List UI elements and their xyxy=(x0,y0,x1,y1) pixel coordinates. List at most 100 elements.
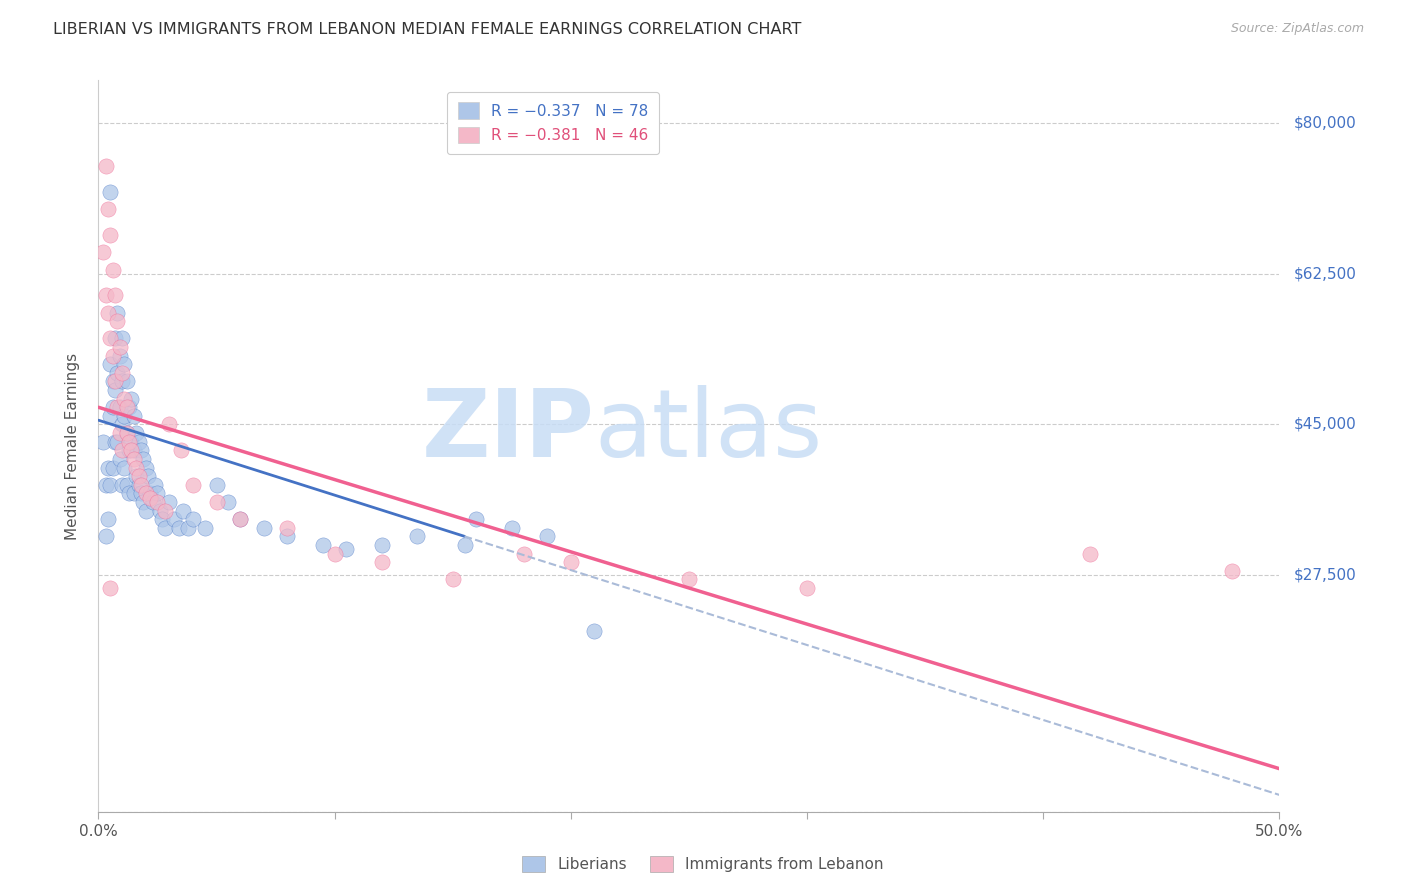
Point xyxy=(167,521,190,535)
Point xyxy=(101,460,124,475)
Point xyxy=(177,521,200,535)
Point xyxy=(253,521,276,535)
Point xyxy=(122,486,145,500)
Point xyxy=(122,409,145,423)
Point xyxy=(121,434,143,449)
Point xyxy=(465,512,488,526)
Point xyxy=(105,305,128,319)
Point xyxy=(135,503,157,517)
Point xyxy=(118,486,141,500)
Point xyxy=(132,451,155,466)
Point xyxy=(217,495,239,509)
Point xyxy=(111,366,134,380)
Point xyxy=(128,477,150,491)
Point xyxy=(122,443,145,458)
Point xyxy=(108,349,131,363)
Point xyxy=(104,375,127,389)
Point xyxy=(276,521,298,535)
Point xyxy=(170,443,193,458)
Point xyxy=(94,529,117,543)
Point xyxy=(91,245,114,260)
Point xyxy=(94,477,117,491)
Point xyxy=(111,417,134,432)
Point xyxy=(205,495,228,509)
Point xyxy=(536,529,558,543)
Point xyxy=(136,469,159,483)
Point xyxy=(560,555,582,569)
Point xyxy=(229,512,252,526)
Point xyxy=(121,392,143,406)
Point xyxy=(512,547,534,561)
Point xyxy=(98,331,121,345)
Point xyxy=(146,495,169,509)
Point xyxy=(181,512,204,526)
Point xyxy=(115,426,138,441)
Point xyxy=(1220,564,1243,578)
Point xyxy=(406,529,429,543)
Point xyxy=(115,401,138,415)
Point xyxy=(104,383,127,397)
Point xyxy=(104,288,127,302)
Point xyxy=(122,451,145,466)
Point xyxy=(135,486,157,500)
Point xyxy=(115,477,138,491)
Point xyxy=(129,477,152,491)
Point xyxy=(146,486,169,500)
Point xyxy=(125,469,148,483)
Legend: R = −0.337   N = 78, R = −0.381   N = 46: R = −0.337 N = 78, R = −0.381 N = 46 xyxy=(447,92,659,154)
Text: ZIP: ZIP xyxy=(422,385,595,477)
Point xyxy=(583,624,606,638)
Point xyxy=(125,460,148,475)
Point xyxy=(101,375,124,389)
Text: $80,000: $80,000 xyxy=(1294,116,1357,131)
Point xyxy=(125,426,148,441)
Point xyxy=(153,521,176,535)
Text: atlas: atlas xyxy=(595,385,823,477)
Point xyxy=(796,581,818,595)
Point xyxy=(129,443,152,458)
Point xyxy=(143,477,166,491)
Text: LIBERIAN VS IMMIGRANTS FROM LEBANON MEDIAN FEMALE EARNINGS CORRELATION CHART: LIBERIAN VS IMMIGRANTS FROM LEBANON MEDI… xyxy=(53,22,801,37)
Point xyxy=(205,477,228,491)
Point xyxy=(97,512,120,526)
Point xyxy=(157,495,180,509)
Point xyxy=(105,314,128,328)
Point xyxy=(105,434,128,449)
Point xyxy=(108,340,131,354)
Point xyxy=(118,443,141,458)
Point xyxy=(112,392,135,406)
Point xyxy=(129,486,152,500)
Point xyxy=(115,426,138,441)
Point xyxy=(108,426,131,441)
Point xyxy=(150,512,173,526)
Point xyxy=(371,538,394,552)
Text: $62,500: $62,500 xyxy=(1294,267,1357,281)
Point xyxy=(139,491,162,505)
Point xyxy=(104,331,127,345)
Point xyxy=(101,262,124,277)
Point xyxy=(112,409,135,423)
Point xyxy=(111,331,134,345)
Point xyxy=(108,401,131,415)
Point xyxy=(98,409,121,423)
Point xyxy=(335,542,357,557)
Point xyxy=(98,185,121,199)
Point xyxy=(98,581,121,595)
Point xyxy=(112,357,135,371)
Point xyxy=(153,503,176,517)
Point xyxy=(132,495,155,509)
Point xyxy=(194,521,217,535)
Point xyxy=(115,375,138,389)
Point xyxy=(105,366,128,380)
Point xyxy=(94,288,117,302)
Point xyxy=(163,512,186,526)
Point xyxy=(276,529,298,543)
Point xyxy=(312,538,335,552)
Point xyxy=(128,469,150,483)
Point xyxy=(98,477,121,491)
Point xyxy=(112,460,135,475)
Point xyxy=(1080,547,1102,561)
Point xyxy=(101,401,124,415)
Point xyxy=(118,401,141,415)
Point xyxy=(128,434,150,449)
